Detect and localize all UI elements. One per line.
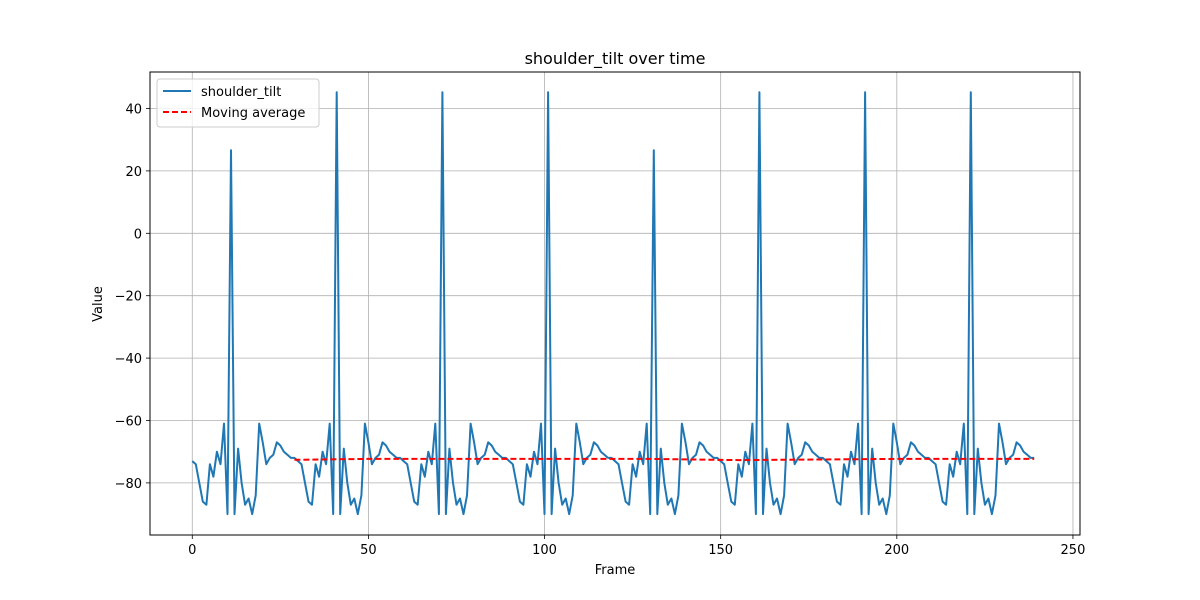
series-line-moving-average (294, 457, 1035, 462)
x-tick-label: 250 (1061, 543, 1086, 558)
legend-box (156, 78, 320, 128)
grid-lines (150, 72, 1080, 535)
y-axis-ticks: −80 −60 −40 −20 0 20 40 (115, 103, 150, 492)
x-tick-label: 50 (360, 543, 377, 558)
y-tick-label: 0 (134, 227, 142, 242)
y-tick-label: −20 (115, 290, 142, 305)
x-tick-label: 100 (532, 543, 557, 558)
chart-title: shoulder_tilt over time (525, 49, 706, 69)
series-line-shoulder-tilt (191, 91, 1035, 516)
y-tick-label: 20 (125, 165, 142, 180)
legend: shoulder_tilt Moving average (156, 78, 320, 128)
y-axis-label: Value (91, 286, 106, 322)
plot-frame (149, 71, 1081, 536)
legend-label-shoulder-tilt: shoulder_tilt (201, 85, 281, 100)
x-axis-label: Frame (595, 563, 636, 578)
y-tick-label: −40 (115, 352, 142, 367)
x-axis-ticks: 0 50 100 150 200 250 (188, 535, 1085, 558)
y-tick-label: −80 (115, 477, 142, 492)
x-tick-label: 200 (884, 543, 909, 558)
x-tick-label: 150 (708, 543, 733, 558)
legend-label-moving-average: Moving average (201, 106, 305, 121)
y-tick-label: −60 (115, 414, 142, 429)
y-tick-label: 40 (125, 103, 142, 118)
x-tick-label: 0 (188, 543, 196, 558)
plot-area (191, 91, 1035, 516)
